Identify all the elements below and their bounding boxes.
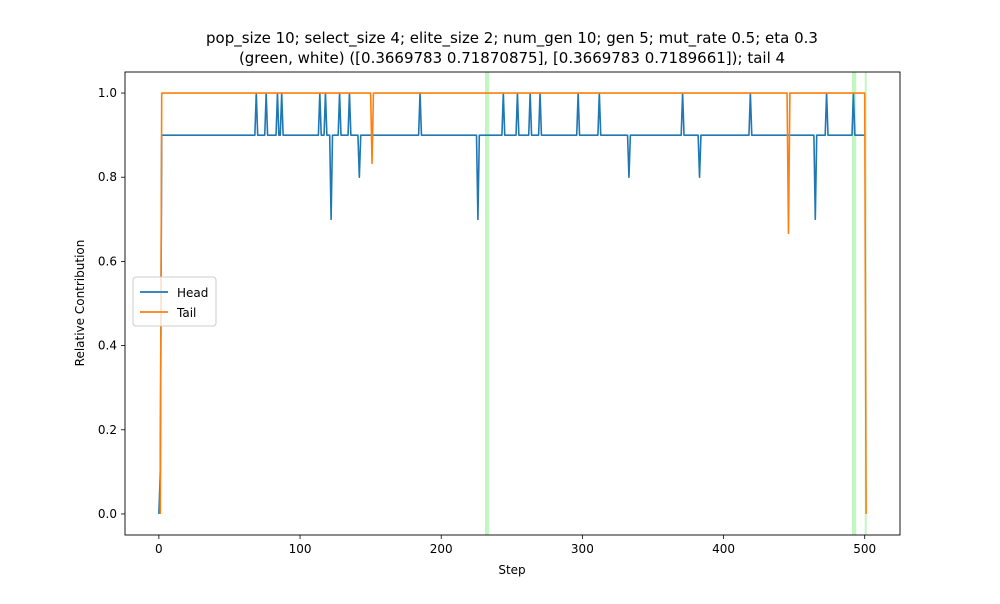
x-tick-label: 0 — [155, 542, 163, 556]
x-axis-ticks: 0 100 200 300 400 500 — [155, 535, 876, 556]
series-line-tail — [159, 92, 867, 514]
y-axis-ticks: 0.0 0.2 0.4 0.6 0.8 1.0 — [98, 86, 125, 521]
legend: Head Tail — [132, 276, 217, 327]
x-axis-label: Step — [498, 563, 525, 577]
x-tick-label: 100 — [289, 542, 312, 556]
x-tick-label: 300 — [571, 542, 594, 556]
x-tick-label: 400 — [712, 542, 735, 556]
y-tick-label: 0.6 — [98, 254, 117, 268]
legend-label-tail: Tail — [176, 306, 196, 320]
chart-title-line1: pop_size 10; select_size 4; elite_size 2… — [206, 29, 818, 48]
series-layer — [158, 92, 867, 514]
highlight-band — [484, 72, 490, 535]
y-tick-label: 0.2 — [98, 423, 117, 437]
y-axis-label: Relative Contribution — [73, 240, 87, 367]
x-tick-label: 200 — [430, 542, 453, 556]
highlight-band — [852, 72, 857, 535]
y-tick-label: 0.0 — [98, 507, 117, 521]
y-tick-label: 0.4 — [98, 339, 117, 353]
chart-title-line2: (green, white) ([0.3669783 0.71870875], … — [239, 49, 785, 67]
x-tick-label: 500 — [853, 542, 876, 556]
legend-label-head: Head — [177, 286, 208, 300]
plot-area-frame — [124, 71, 901, 536]
y-tick-label: 0.8 — [98, 170, 117, 184]
y-tick-label: 1.0 — [98, 86, 117, 100]
legend-box — [132, 276, 217, 327]
